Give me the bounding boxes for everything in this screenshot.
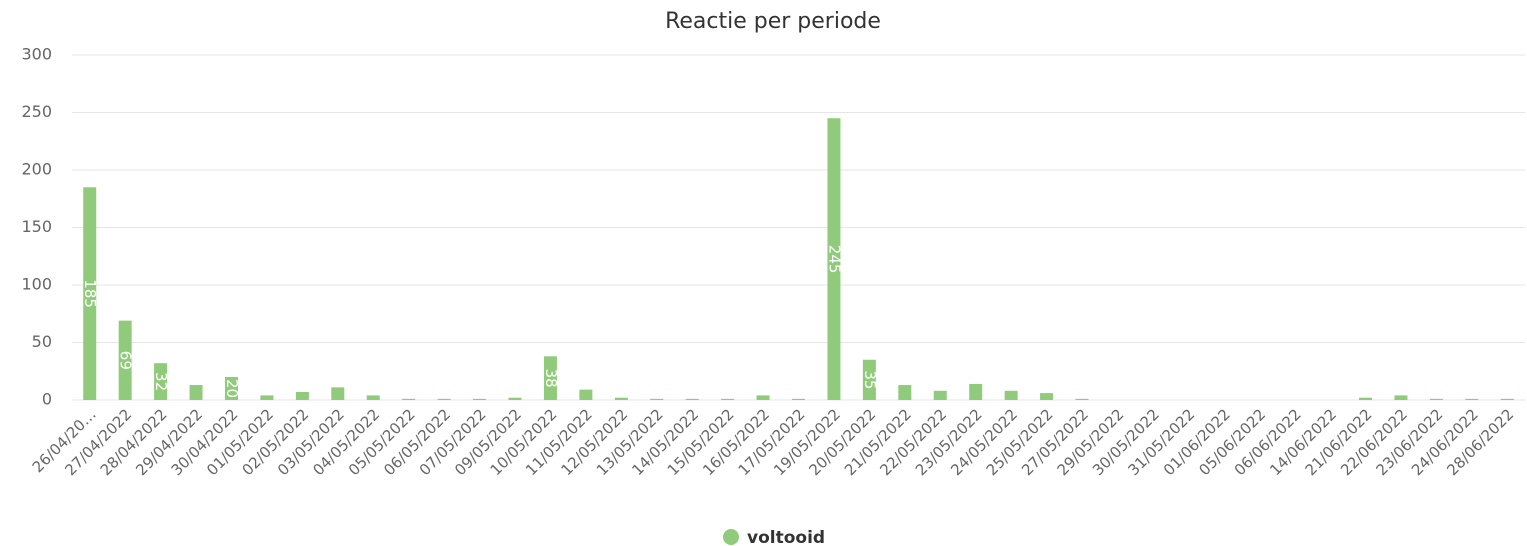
y-tick-label: 250 xyxy=(21,102,52,121)
y-tick-label: 100 xyxy=(21,275,52,294)
data-label: 245 xyxy=(825,245,843,274)
data-label: 69 xyxy=(117,351,135,370)
bar xyxy=(1359,397,1373,400)
bar xyxy=(898,385,912,400)
bar xyxy=(543,356,557,400)
bar xyxy=(154,363,168,400)
bar xyxy=(1465,398,1479,400)
y-tick-label: 50 xyxy=(32,332,52,351)
legend-marker xyxy=(723,529,739,545)
y-tick-label: 0 xyxy=(42,390,52,409)
bar xyxy=(650,398,664,400)
legend-label: voltooid xyxy=(747,528,825,546)
bar xyxy=(402,398,416,400)
data-label: 35 xyxy=(861,370,879,389)
bar xyxy=(1429,398,1443,400)
bar xyxy=(260,395,274,400)
data-label: 20 xyxy=(223,379,241,398)
y-tick-label: 300 xyxy=(21,45,52,64)
bar xyxy=(83,187,97,400)
bar xyxy=(437,398,451,400)
bar xyxy=(508,397,522,400)
y-tick-label: 200 xyxy=(21,160,52,179)
bar xyxy=(1394,395,1408,400)
bar xyxy=(579,389,593,400)
bar xyxy=(473,398,487,400)
y-tick-label: 150 xyxy=(21,217,52,236)
bar xyxy=(721,398,735,400)
bar xyxy=(1075,398,1089,400)
bar xyxy=(295,391,309,400)
bar xyxy=(614,397,628,400)
bar xyxy=(366,395,380,400)
bar xyxy=(331,387,345,400)
data-label: 185 xyxy=(81,279,99,308)
bar xyxy=(1040,393,1054,400)
bar xyxy=(933,390,947,400)
bar xyxy=(1004,390,1018,400)
bar xyxy=(792,398,805,400)
bar xyxy=(224,377,238,400)
data-label: 38 xyxy=(542,369,560,388)
chart-title: Reactie per periode xyxy=(665,9,881,34)
bar xyxy=(1500,398,1514,400)
bar xyxy=(756,395,770,400)
bar xyxy=(969,383,983,400)
data-label: 32 xyxy=(152,372,170,391)
bar xyxy=(862,359,876,400)
bar xyxy=(827,118,841,400)
bar xyxy=(685,398,699,400)
bar xyxy=(189,385,203,400)
bar xyxy=(118,320,132,400)
